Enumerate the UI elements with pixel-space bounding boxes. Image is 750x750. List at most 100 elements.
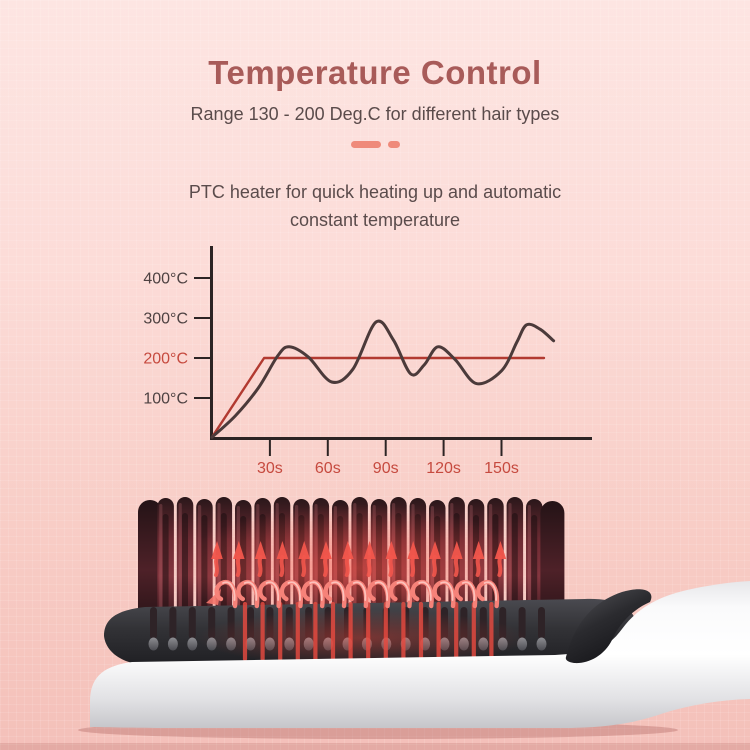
- bristle-loop: [390, 497, 407, 640]
- bristle-highlight: [333, 506, 337, 631]
- bristle-loop: [351, 497, 368, 640]
- brush-body-and-handle: [90, 581, 750, 728]
- wave-arrow-head: [206, 589, 221, 605]
- up-arrow-head: [494, 541, 507, 559]
- up-arrow-tail: [344, 555, 350, 577]
- divider-dash-long: [350, 141, 381, 148]
- subtitle: Range 130 - 200 Deg.C for different hair…: [190, 104, 560, 124]
- bristle-highlight: [217, 503, 221, 631]
- up-arrow-tail: [475, 555, 481, 577]
- pin-stem: [266, 607, 274, 639]
- pin-tip: [264, 637, 275, 651]
- up-arrow-head: [254, 541, 267, 559]
- pin-tip: [226, 637, 237, 651]
- bristle-loop: [540, 501, 565, 640]
- handle-neck-scoop: [565, 589, 652, 664]
- bristle-highlight: [527, 505, 531, 631]
- up-arrow-tail: [323, 555, 328, 577]
- bristle-loop-slot: [182, 513, 188, 640]
- bristle-loop: [526, 499, 543, 640]
- bristle-loop-slot: [162, 514, 169, 640]
- bristle-loop: [293, 499, 310, 640]
- bristle-highlight: [430, 506, 434, 631]
- pin-tip: [400, 637, 411, 651]
- bristle-loop: [157, 498, 174, 640]
- wave-arrow-highlight: [440, 581, 454, 601]
- pin-tip: [478, 637, 489, 651]
- pin-tip: [439, 637, 450, 651]
- pin-stem: [538, 607, 545, 639]
- heating-plate: [104, 598, 638, 667]
- bristle-loop: [448, 497, 465, 640]
- pin-stem: [227, 607, 235, 639]
- bristle-loop-slot: [395, 513, 402, 640]
- bristle-loop: [409, 498, 427, 640]
- pin-stem: [344, 607, 351, 639]
- pin-stem: [208, 607, 216, 639]
- up-arrow-head: [429, 541, 441, 559]
- bristle-loop: [487, 498, 504, 640]
- pin-stem: [518, 607, 526, 639]
- pin-tip: [381, 637, 392, 651]
- bristle-loop: [312, 498, 330, 640]
- up-arrow-tail: [453, 555, 459, 577]
- wave-arrow-curl: [388, 579, 412, 609]
- bristle-loop-slot: [453, 513, 460, 640]
- bristle-loop-slot: [337, 516, 344, 640]
- description: PTC heater for quick heating up and auto…: [0, 178, 750, 234]
- up-arrow-tail: [279, 555, 285, 577]
- pin-stem: [382, 607, 390, 639]
- wave-arrow-highlight: [265, 581, 280, 601]
- wave-arrow-highlight: [352, 581, 367, 601]
- bristle-loop: [467, 499, 485, 640]
- up-arrow-head: [363, 541, 376, 559]
- pin-stem: [460, 607, 468, 639]
- pin-stem: [499, 607, 507, 639]
- wave-arrow-curl: [236, 579, 260, 609]
- wave-arrow-highlight: [222, 581, 236, 601]
- up-arrow-head: [385, 541, 398, 559]
- pin-tip: [458, 637, 469, 651]
- bristle-loop: [215, 497, 233, 640]
- up-arrow-tail: [235, 555, 241, 577]
- up-arrow-tail: [301, 555, 307, 577]
- chart-series: [210, 319, 556, 439]
- pin-tip: [206, 637, 217, 651]
- heat-glow-upper: [180, 504, 530, 632]
- pin-tip: [361, 637, 372, 651]
- bristle-highlight: [236, 506, 240, 631]
- y-tick-label: 200°C: [143, 351, 188, 368]
- x-tick-label: 150s: [484, 460, 519, 477]
- bristle-loop-slot: [356, 513, 363, 640]
- wave-arrow-curl: [367, 579, 391, 609]
- bristle-highlight: [314, 504, 318, 631]
- x-axis-ticks: 30s 60s 90s 120s 150s: [257, 439, 519, 477]
- pin-tip: [148, 637, 159, 651]
- bristle-highlight: [275, 503, 279, 631]
- pin-tip: [420, 637, 431, 651]
- up-arrow-head: [298, 541, 310, 559]
- bristle-loop: [370, 499, 388, 640]
- pin-tip: [245, 637, 256, 651]
- up-arrow-head: [407, 541, 419, 559]
- bristle-highlight: [508, 503, 512, 631]
- bristle-loop-slot: [220, 513, 227, 640]
- pin-tip: [167, 637, 178, 651]
- bristle-highlight: [159, 504, 163, 631]
- bristle-loop-slot: [511, 513, 518, 640]
- series-line: [210, 356, 546, 439]
- bristle-highlight: [295, 505, 299, 631]
- bristle-loop: [138, 500, 162, 640]
- bristle-loop-slot: [376, 515, 382, 640]
- pin-tip: [187, 637, 198, 651]
- up-arrow-head: [320, 541, 332, 559]
- wave-arrow-curl: [258, 579, 282, 609]
- bristle-base-pins: [148, 607, 547, 651]
- pin-stem: [169, 607, 177, 639]
- bristle-loop: [176, 497, 194, 640]
- bristle-loop-slot: [317, 514, 324, 640]
- up-arrow-tail: [432, 555, 437, 577]
- x-tick-label: 60s: [315, 460, 341, 477]
- body-shadow: [78, 721, 678, 739]
- pin-stem: [402, 607, 410, 639]
